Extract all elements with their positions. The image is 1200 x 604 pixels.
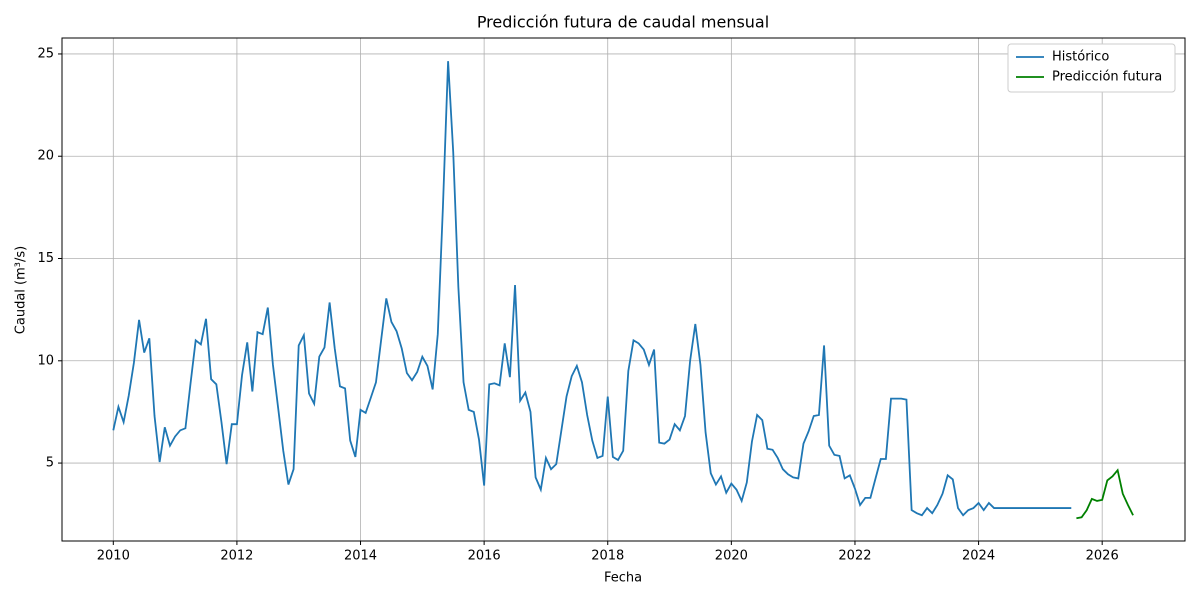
x-tick-label: 2012 [220,549,253,564]
legend-box [1007,43,1176,93]
y-axis-label: Caudal (m³/s) [14,246,29,334]
x-tick-label: 2016 [468,549,501,564]
axes-frame [61,37,1186,542]
x-tick-label: 2024 [962,549,995,564]
y-tick-label: 5 [46,456,54,471]
legend-label: Predicción futura [1052,70,1162,85]
y-tick-label: 25 [37,46,54,61]
x-tick-label: 2010 [97,549,130,564]
data-line [112,61,1072,517]
y-tick-label: 20 [37,149,54,164]
y-tick-label: 15 [37,251,54,266]
x-tick-label: 2014 [344,549,377,564]
x-tick-label: 2026 [1086,549,1119,564]
x-tick-label: 2022 [838,549,871,564]
y-tick-label: 10 [37,353,54,368]
x-tick-label: 2020 [715,549,748,564]
chart-title: Predicción futura de caudal mensual [477,13,769,32]
data-line [1076,468,1134,520]
x-axis-label: Fecha [604,571,642,586]
x-tick-label: 2018 [591,549,624,564]
legend-label: Histórico [1052,50,1109,65]
